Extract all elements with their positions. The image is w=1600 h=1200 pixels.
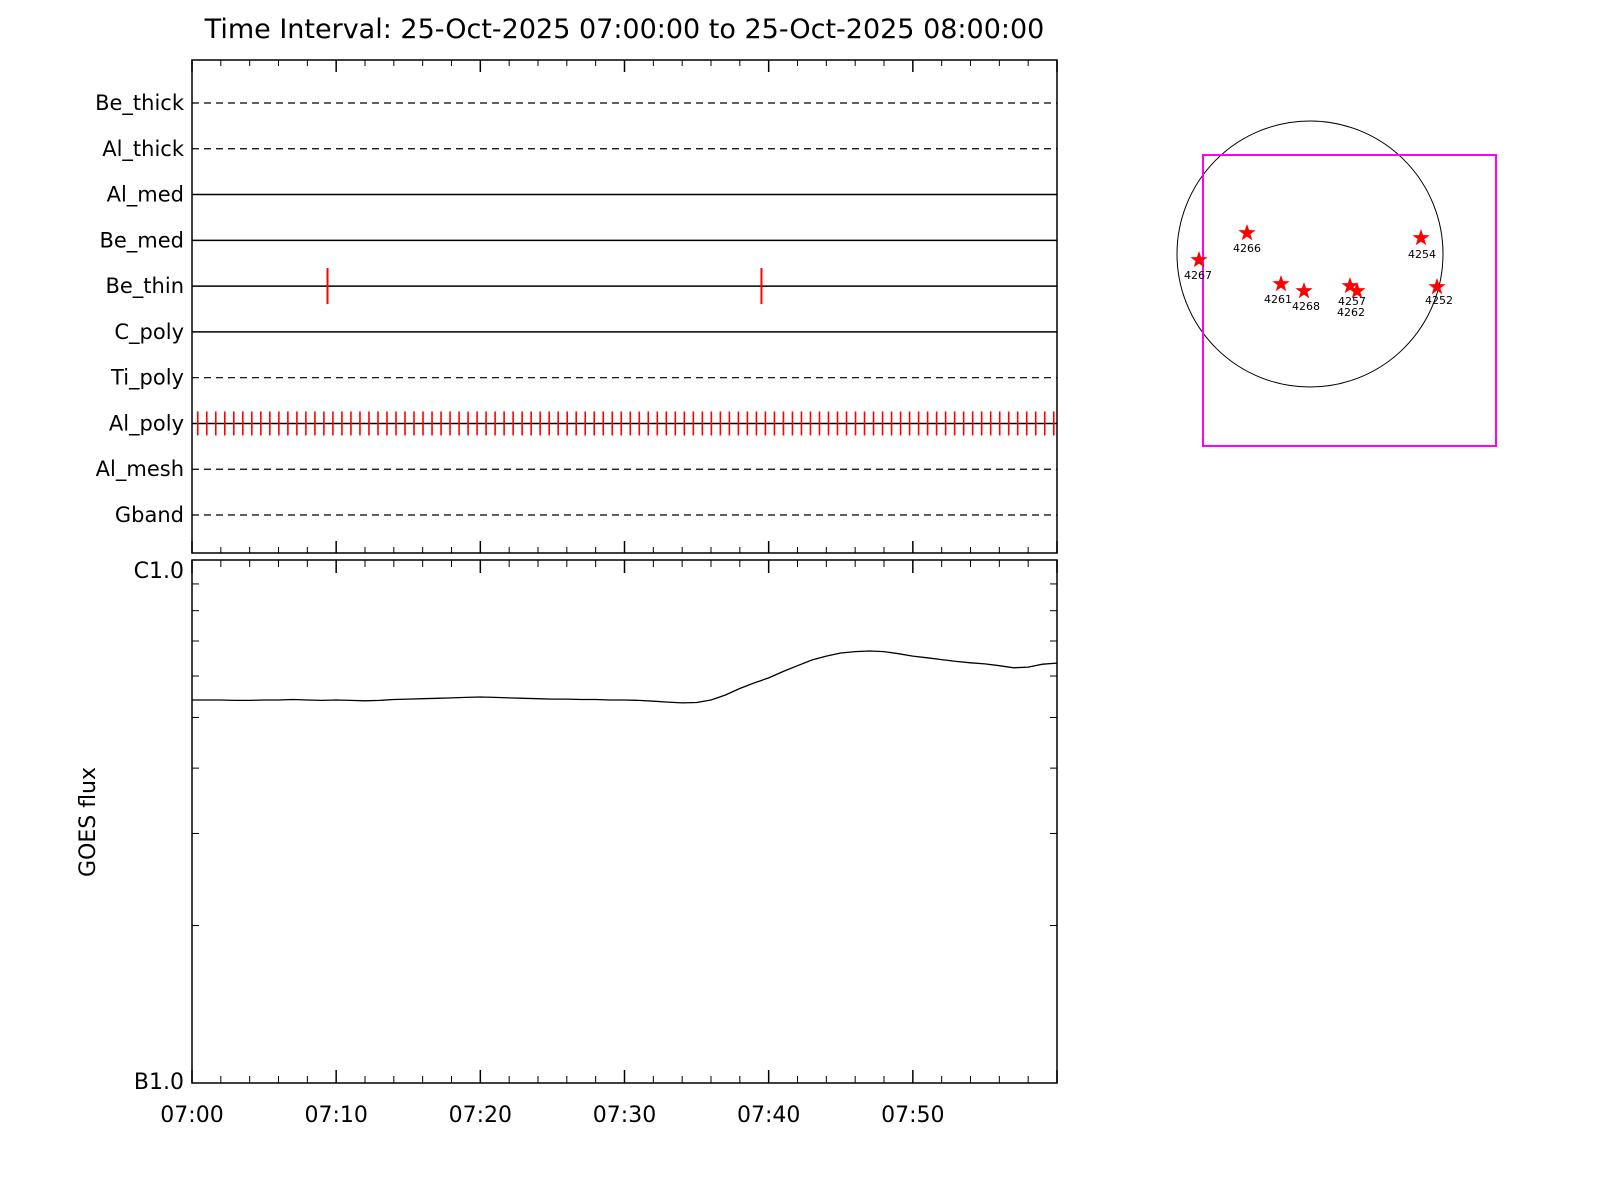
x-axis-tick-label: 07:10 (304, 1103, 367, 1128)
x-axis-tick-label: 07:50 (881, 1103, 944, 1128)
filter-row-label: Be_med (99, 228, 184, 253)
active-region-label: 4268 (1292, 300, 1320, 313)
filter-row-label: Al_poly (109, 411, 184, 436)
fov-box (1202, 154, 1497, 447)
active-region-label: 4266 (1233, 242, 1261, 255)
x-axis-tick-label: 07:40 (737, 1103, 800, 1128)
filter-row-label: Ti_poly (110, 366, 184, 391)
active-region-star (1412, 229, 1430, 246)
timeline-panel-border (191, 59, 1058, 554)
x-axis-tick-label: 07:00 (160, 1103, 223, 1128)
active-region-label: 4267 (1184, 269, 1212, 282)
filter-row-label: Gband (115, 503, 184, 527)
filter-row-label: Al_thick (102, 137, 185, 162)
active-region-label: 4252 (1425, 294, 1453, 307)
page-title: Time Interval: 25-Oct-2025 07:00:00 to 2… (204, 14, 1045, 45)
filter-timeline-panel: Be_thick Al_thick Al_med Be_med Be_thin C_pol… (95, 59, 1058, 554)
goes-panel-border (191, 559, 1058, 1084)
x-axis-tick-label: 07:30 (593, 1103, 656, 1128)
filter-row-label: Be_thick (95, 91, 185, 116)
active-region-label: 4262 (1337, 306, 1365, 319)
x-axis-tick-label: 07:20 (449, 1103, 512, 1128)
active-region-star (1295, 282, 1313, 299)
active-region-star (1272, 275, 1290, 292)
y-axis-bottom-label: B1.0 (134, 1070, 184, 1095)
active-region-star (1348, 282, 1366, 299)
active-region-star (1341, 277, 1359, 294)
goes-flux-panel: C1.0 B1.0 07:00 07:10 07:20 07:30 07:40 07:50 GO… (76, 559, 1058, 1128)
active-region-star (1190, 251, 1208, 268)
filter-row-label: Al_med (107, 183, 184, 208)
solar-limb-circle (1176, 120, 1444, 388)
filter-row-label: Be_thin (105, 274, 184, 299)
y-axis-top-label: C1.0 (134, 559, 184, 584)
active-region-label: 4254 (1408, 248, 1436, 261)
goes-y-axis-title: GOES flux (76, 767, 101, 877)
active-region-star (1238, 224, 1256, 241)
goes-flux-curve (192, 650, 1058, 704)
filter-row-label: C_poly (114, 320, 184, 345)
active-region-label: 4257 (1338, 295, 1366, 308)
active-region-star (1428, 278, 1446, 295)
filter-row-label: Al_mesh (96, 457, 184, 482)
active-region-label: 4261 (1264, 293, 1292, 306)
